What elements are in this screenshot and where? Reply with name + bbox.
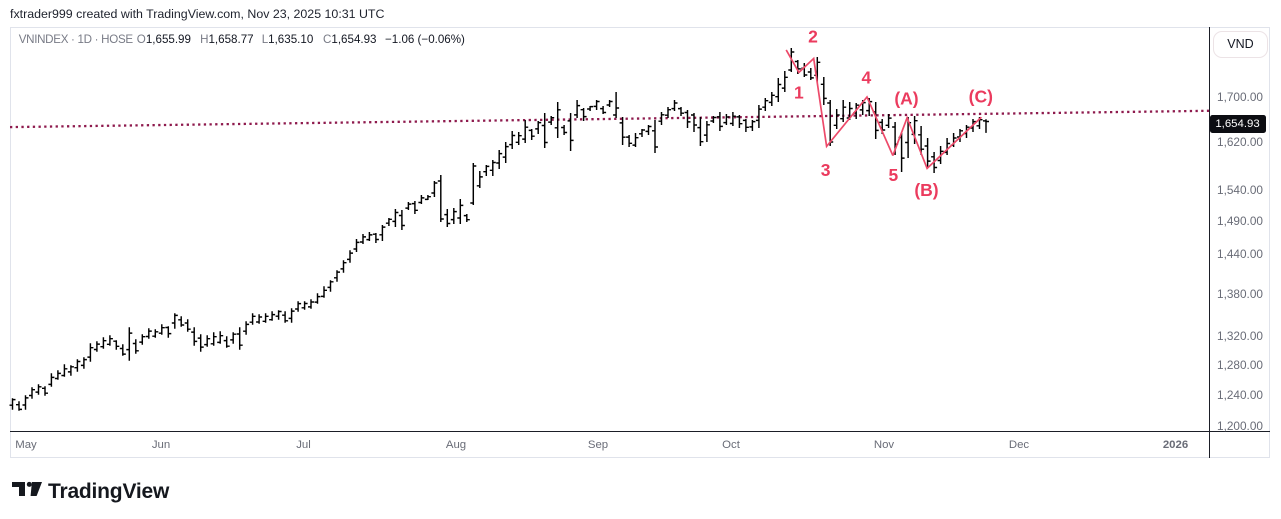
svg-text:1: 1	[794, 82, 804, 102]
svg-text:(B): (B)	[914, 180, 938, 200]
svg-text:5: 5	[889, 165, 899, 185]
svg-text:3: 3	[821, 160, 831, 180]
svg-text:(C): (C)	[969, 87, 993, 107]
svg-text:2: 2	[808, 27, 818, 47]
svg-text:4: 4	[862, 67, 872, 87]
svg-text:(A): (A)	[894, 89, 918, 109]
